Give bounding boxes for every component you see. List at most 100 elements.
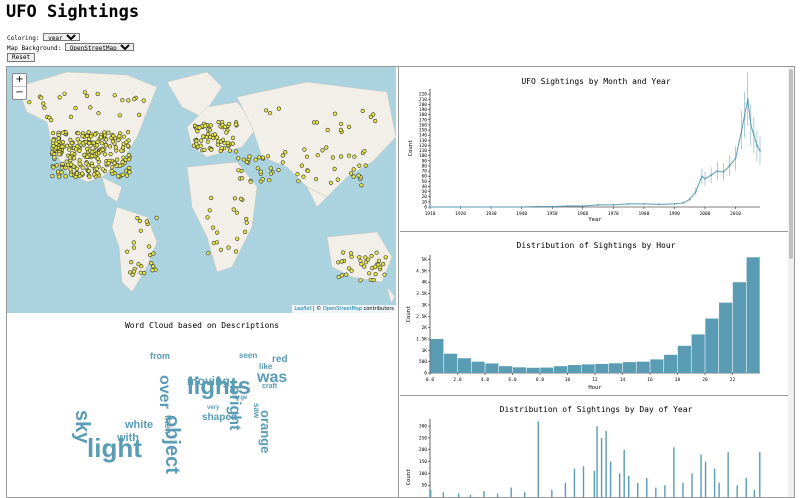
sighting-marker [234, 210, 239, 215]
sighting-marker [363, 255, 368, 260]
sighting-marker [205, 139, 211, 144]
sighting-marker [195, 129, 200, 134]
day-bar [704, 461, 707, 497]
y-tick-label: 140 [419, 133, 427, 139]
background-label: Map Background: [7, 45, 62, 52]
word-cloud-word: was [257, 369, 288, 386]
x-tick-label: 14 [620, 377, 626, 383]
sighting-marker [109, 168, 114, 174]
background-select[interactable]: OpenStreetMap [64, 43, 134, 51]
y-tick-label: 150 [419, 459, 427, 465]
x-tick-label: 20 [702, 377, 708, 383]
data-point [710, 174, 713, 177]
sighting-marker [82, 90, 87, 95]
hour-bar [444, 353, 458, 373]
sighting-marker [233, 122, 238, 127]
land-mass [236, 81, 396, 198]
sighting-marker [314, 120, 320, 125]
osm-link[interactable]: OpenStreetMap [322, 306, 362, 312]
word-cloud-word: moving [187, 374, 230, 388]
sighting-marker [208, 123, 213, 128]
y-tick-label: 160 [419, 122, 427, 128]
scrollbar-thumb[interactable] [789, 69, 793, 259]
sighting-marker [147, 244, 152, 249]
day-bar [430, 489, 432, 497]
word-cloud-word: seen [239, 351, 258, 360]
y-tick-label: 40 [422, 184, 428, 190]
y-tick-label: 4.5K [416, 268, 427, 274]
day-bar [582, 466, 585, 497]
sighting-marker [94, 143, 99, 148]
data-point [734, 157, 737, 160]
sighting-marker [268, 171, 274, 176]
sighting-marker [54, 141, 59, 146]
sighting-marker [108, 151, 113, 157]
sighting-marker [247, 154, 252, 159]
sighting-marker [238, 196, 244, 201]
y-tick-label: 1K [422, 348, 428, 354]
chart-divider-1 [400, 231, 792, 232]
reset-button[interactable]: Reset [7, 53, 36, 62]
day-of-year-chart: 50 100 150 200 250 300 Count [406, 419, 761, 497]
hour-bar [609, 363, 623, 373]
sighting-marker [62, 91, 67, 96]
sighting-marker [124, 140, 129, 145]
data-point [612, 204, 615, 206]
data-point [722, 171, 725, 174]
scrollbar[interactable] [788, 67, 794, 497]
hour-bar [622, 362, 636, 373]
land-mass [166, 71, 223, 118]
sighting-marker [371, 277, 376, 283]
zoom-out-button[interactable]: − [15, 87, 24, 98]
sighting-marker [209, 195, 214, 201]
sighting-marker [56, 136, 61, 141]
data-point [536, 205, 538, 208]
world-map[interactable]: + − Leaflet | © OpenStreetMap contributo… [7, 67, 396, 313]
zoom-in-button[interactable]: + [13, 74, 26, 87]
sighting-marker [207, 127, 212, 133]
sighting-marker [341, 250, 346, 255]
hour-bar [650, 359, 664, 373]
sighting-marker [99, 141, 104, 146]
sighting-marker [87, 174, 92, 179]
sighting-marker [255, 166, 260, 171]
sighting-marker [211, 135, 216, 141]
sighting-marker [224, 130, 229, 135]
sighting-marker [349, 268, 354, 273]
sighting-marker [51, 138, 56, 143]
hour-bar [705, 318, 719, 373]
sighting-marker [93, 132, 98, 137]
day-bar [524, 492, 526, 497]
hour-bar [719, 302, 733, 373]
map-canvas[interactable] [7, 67, 396, 313]
day-bar [510, 487, 512, 497]
sighting-marker [132, 97, 137, 102]
data-point [658, 203, 661, 206]
sighting-marker [102, 130, 107, 135]
day-bar [596, 426, 598, 497]
sighting-marker [244, 159, 249, 165]
sighting-marker [236, 168, 241, 173]
y-tick-label: 250 [419, 435, 427, 441]
sighting-marker [207, 208, 212, 213]
sighting-marker [70, 151, 75, 156]
sighting-marker [218, 247, 224, 252]
word-cloud-word: white [125, 419, 154, 431]
data-point [728, 165, 731, 167]
sighting-marker [356, 173, 361, 178]
sighting-marker [115, 157, 120, 162]
sighting-marker [139, 264, 144, 269]
sighting-marker [104, 137, 109, 142]
data-point [627, 203, 630, 205]
sighting-marker [54, 163, 59, 168]
sighting-marker [77, 148, 82, 153]
data-point [694, 190, 697, 193]
sighting-marker [226, 245, 231, 250]
sighting-marker [328, 180, 334, 185]
coloring-select[interactable]: year [43, 33, 81, 41]
y-axis-label: Count [408, 140, 414, 157]
sighting-marker [344, 272, 349, 277]
leaflet-link[interactable]: Leaflet [294, 306, 312, 312]
sighting-marker [68, 167, 73, 172]
sighting-marker [80, 141, 86, 146]
